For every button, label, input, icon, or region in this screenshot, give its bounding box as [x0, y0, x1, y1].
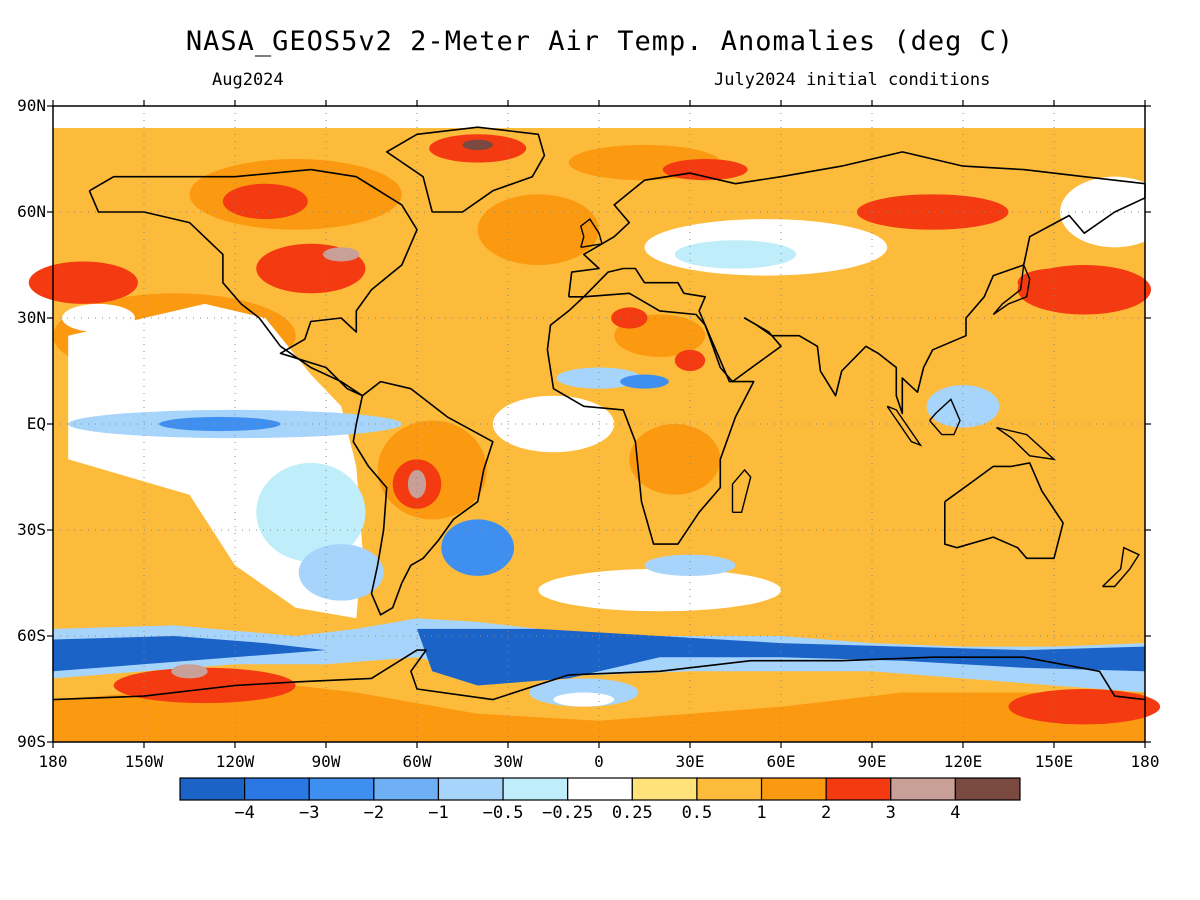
lat-tick-label: EQ — [26, 414, 46, 433]
colorbar-tick-label: −1 — [428, 803, 449, 823]
lon-tick-label: 30W — [493, 752, 523, 771]
lon-tick-label: 120E — [943, 752, 983, 771]
colorbar-swatch — [696, 777, 763, 801]
forecast-month-label: Aug2024 — [212, 70, 284, 90]
colorbar-tick-label: 4 — [950, 803, 961, 823]
uk-coast — [579, 218, 603, 248]
australia-warm — [932, 469, 1054, 555]
colorbar-tick-label: 0.25 — [611, 803, 653, 823]
antarctic-peninsula-hotter — [171, 664, 208, 679]
colorbar-swatch — [954, 777, 1021, 801]
great-lakes-hotter — [322, 247, 360, 262]
weddell-neutral — [553, 692, 615, 707]
south-america-coast — [352, 380, 494, 616]
lat-tick-label: 60N — [17, 202, 46, 221]
colorbar-swatch — [373, 777, 440, 801]
colorbar-tick-label: −0.5 — [482, 803, 524, 823]
map-title: NASA_GEOS5v2 2-Meter Air Temp. Anomalies… — [185, 26, 1015, 57]
madagascar-coast — [731, 468, 752, 513]
central-africa-warmer — [629, 424, 721, 495]
antarctic-warm — [53, 685, 1145, 742]
colorbar-swatch — [179, 777, 246, 801]
colorbar-tick-label: −2 — [363, 803, 385, 823]
colorbar-swatch — [308, 777, 375, 801]
new-zealand-coast — [1102, 546, 1140, 588]
colorbar-swatch — [567, 777, 633, 801]
se-pacific-cool — [256, 462, 366, 562]
colorbar-swatch — [890, 777, 956, 801]
japan-sea-hot — [1017, 268, 1091, 297]
colorbar-tick-label: 1 — [756, 803, 767, 823]
chile-coast-cool — [298, 544, 384, 601]
arctic-neutral-band — [53, 106, 1145, 128]
lon-tick-label: 90E — [857, 752, 887, 771]
southern-ocean-cold — [417, 628, 1145, 686]
greenland-hottest — [462, 139, 493, 151]
colorbar-swatch — [437, 777, 504, 801]
lon-tick-label: 60E — [766, 752, 796, 771]
n-atlantic-warmer — [477, 194, 599, 265]
lon-tick-label: 0 — [594, 752, 604, 771]
borneo-coast — [929, 398, 961, 436]
ross-hot — [1008, 689, 1161, 725]
lon-tick-label: 120W — [215, 752, 255, 771]
equatorial-pacific-cold — [159, 416, 281, 432]
eurasia-coast — [567, 151, 1146, 415]
sw-atlantic-cold — [441, 519, 515, 576]
colorbar-tick-label: 2 — [821, 803, 832, 823]
australia-coast — [943, 462, 1064, 560]
lat-tick-label: 90S — [17, 732, 46, 751]
nw-pacific-hot — [28, 261, 138, 304]
colorbar-swatch — [631, 777, 698, 801]
initial-conditions-label: July2024 initial conditions — [714, 70, 991, 90]
colorbar-tick-label: 3 — [885, 803, 896, 823]
lat-tick-label: 60S — [17, 626, 46, 645]
lon-tick-label: 180 — [38, 752, 68, 771]
greenland-coast — [385, 126, 546, 213]
indonesia-cool — [926, 385, 1000, 428]
south-indian-neutral — [538, 568, 782, 612]
japan-coast — [992, 262, 1031, 316]
equatorial-atlantic-neutral — [492, 395, 615, 453]
south-pacific-cold — [53, 636, 326, 672]
lon-tick-label: 150W — [124, 752, 164, 771]
lat-tick-label: 30N — [17, 308, 46, 327]
lon-tick-label: 180 — [1130, 752, 1160, 771]
central-pacific-neutral — [62, 303, 135, 333]
lat-tick-label: 90N — [17, 96, 46, 115]
colorbar-tick-label: 0.5 — [681, 803, 713, 823]
colorbar-tick-label: −0.25 — [542, 803, 594, 823]
colorbar-tick-label: −3 — [298, 803, 320, 823]
new-guinea-coast — [995, 426, 1057, 461]
south-africa-cool — [644, 554, 736, 576]
lon-tick-label: 30E — [675, 752, 705, 771]
sahel-cold — [620, 374, 669, 389]
lon-tick-label: 90W — [311, 752, 341, 771]
lat-tick-label: 30S — [17, 520, 46, 539]
colorbar-swatch — [825, 777, 892, 801]
colorbar-swatch — [244, 777, 310, 801]
canada-hot — [222, 183, 308, 220]
antarctica-coast — [52, 649, 1146, 701]
lon-tick-label: 150E — [1034, 752, 1074, 771]
africa-coast — [546, 292, 755, 545]
caspian-cool — [674, 240, 797, 269]
sumatra-coast — [886, 405, 923, 447]
lon-tick-label: 60W — [402, 752, 432, 771]
colorbar-swatch — [760, 777, 827, 801]
colorbar-tick-label: −4 — [234, 803, 255, 823]
north-america-coast — [88, 168, 418, 397]
sudan-hot — [674, 349, 706, 371]
colorbar-swatch — [502, 777, 569, 801]
siberia-hot — [856, 194, 1009, 230]
sahara-hot — [611, 307, 648, 329]
sahel-cool — [556, 367, 642, 389]
barents-hot — [662, 159, 748, 181]
